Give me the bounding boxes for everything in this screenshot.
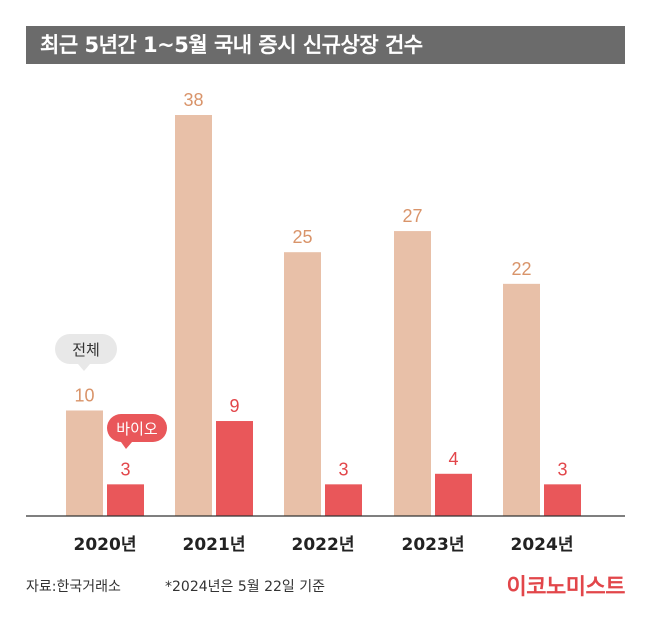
x-tick-label: 2020년 xyxy=(74,535,137,555)
brand-logo: 이코노미스트 xyxy=(506,575,626,600)
source-note: 자료:한국거래소 xyxy=(26,579,121,595)
value-label-total: 27 xyxy=(402,206,422,226)
bar-bio xyxy=(216,421,253,516)
title-bar: 최근 5년간 1~5월 국내 증시 신규상장 건수 xyxy=(26,26,625,64)
value-label-bio: 4 xyxy=(448,449,458,469)
value-label-total: 22 xyxy=(511,259,531,279)
legend-bubble-total xyxy=(55,334,117,364)
value-label-total: 10 xyxy=(74,385,94,405)
bar-bio xyxy=(325,484,362,516)
bar-chart: 10 3 2020년 38 9 2021년 25 3 2022년 27 4 2023년 22 3 2024년… xyxy=(26,90,625,555)
x-tick-label: 2022년 xyxy=(292,535,355,555)
chart-title: 최근 5년간 1~5월 국내 증시 신규상장 건수 xyxy=(40,33,423,57)
value-label-total: 25 xyxy=(292,227,312,247)
date-footnote: *2024년은 5월 22일 기준 xyxy=(165,579,325,595)
x-tick-label: 2024년 xyxy=(511,535,574,555)
bar-total xyxy=(66,410,103,516)
legend-label-total: 전체 xyxy=(72,341,100,359)
bar-total xyxy=(284,252,321,516)
bar-bio xyxy=(544,484,581,516)
legend-label-bio: 바이오 xyxy=(116,420,158,438)
value-label-bio: 3 xyxy=(338,459,348,479)
bar-total xyxy=(175,115,212,516)
x-tick-label: 2023년 xyxy=(402,535,465,555)
value-label-bio: 9 xyxy=(229,396,239,416)
value-label-bio: 3 xyxy=(120,459,130,479)
bar-bio xyxy=(435,473,472,516)
value-label-total: 38 xyxy=(183,90,203,110)
x-tick-label: 2021년 xyxy=(183,535,246,555)
legend-bubble-bio xyxy=(107,414,167,442)
bar-bio xyxy=(107,484,144,516)
value-label-bio: 3 xyxy=(557,459,567,479)
bar-total xyxy=(394,231,431,516)
bar-total xyxy=(503,283,540,516)
legend-bubble-pointer xyxy=(121,442,132,449)
legend-bubble-pointer xyxy=(78,364,90,371)
